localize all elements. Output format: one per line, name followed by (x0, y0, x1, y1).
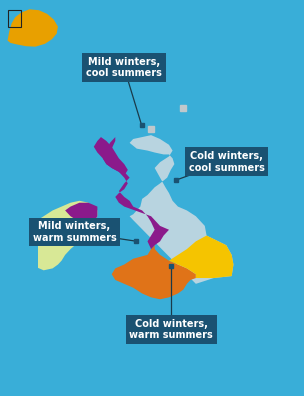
Polygon shape (8, 9, 58, 47)
Text: Cold winters,
cool summers: Cold winters, cool summers (188, 151, 264, 173)
Polygon shape (103, 137, 169, 249)
Polygon shape (65, 203, 97, 226)
Text: Mild winters,
cool summers: Mild winters, cool summers (86, 57, 162, 78)
Text: Mild winters,
warm summers: Mild winters, warm summers (33, 221, 116, 243)
Polygon shape (130, 135, 233, 284)
Polygon shape (169, 236, 233, 278)
Text: Cold winters,
warm summers: Cold winters, warm summers (129, 319, 213, 341)
Polygon shape (22, 201, 97, 270)
Polygon shape (94, 137, 128, 176)
Bar (8, 10, 21, 27)
Polygon shape (112, 245, 196, 299)
